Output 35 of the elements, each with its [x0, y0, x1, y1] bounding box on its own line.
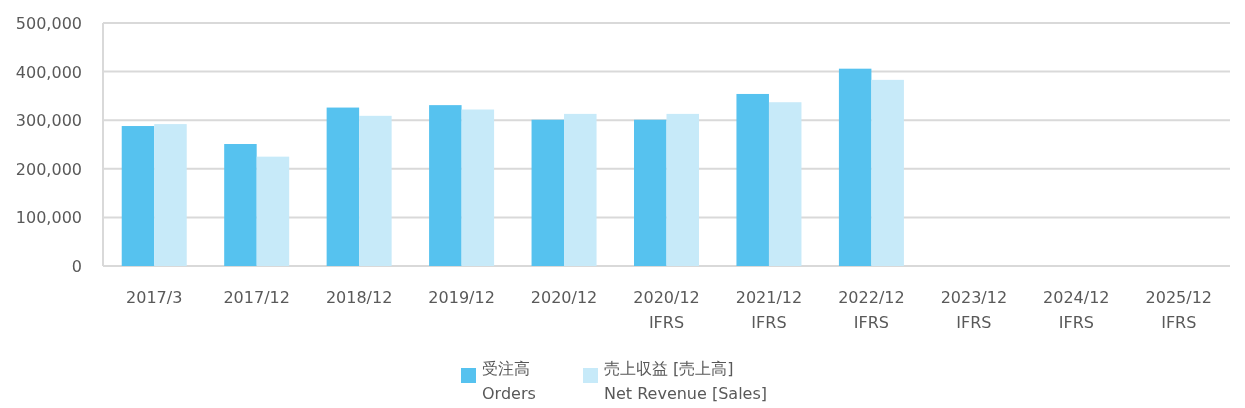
bar: [256, 156, 290, 266]
bar: [359, 115, 392, 266]
x-tick-label: 2017/3: [126, 288, 183, 307]
y-tick-label: 500,000: [15, 14, 82, 33]
y-tick-label: 400,000: [15, 62, 82, 82]
bar: [429, 105, 462, 266]
bar: [736, 93, 769, 266]
x-tick-label: 2023/12 IFRS: [940, 288, 1008, 332]
x-tick-label: 2024/12 IFRS: [1043, 288, 1110, 332]
bar: [768, 102, 802, 266]
x-tick-label: 2020/12: [530, 288, 598, 307]
bar: [154, 124, 187, 266]
legend-label: 受注高 Orders: [482, 359, 536, 403]
bar: [121, 126, 155, 266]
bar: [461, 109, 495, 266]
y-tick-label: 100,000: [15, 208, 82, 228]
x-tick-label: 2019/12: [428, 288, 495, 307]
y-tick-label: 200,000: [15, 159, 82, 179]
bar: [531, 119, 565, 266]
y-tick-label: 0: [71, 257, 82, 276]
x-tick-label: 2018/12: [325, 288, 393, 307]
x-tick-label: 2020/12 IFRS: [633, 288, 700, 332]
x-tick-label: 2017/12: [223, 288, 290, 307]
legend-label: 売上収益 [売上高] Net Revenue [Sales]: [604, 359, 768, 403]
bar: [634, 119, 667, 266]
bar: [871, 79, 904, 266]
bar: [838, 68, 872, 266]
x-tick-label: 2025/12 IFRS: [1145, 288, 1213, 332]
y-tick-label: 300,000: [15, 111, 82, 131]
bar: [666, 113, 699, 266]
x-tick-label: 2021/12 IFRS: [735, 288, 803, 332]
bar: [564, 113, 597, 266]
bar: [326, 107, 360, 266]
bar: [224, 144, 257, 266]
x-tick-label: 2022/12 IFRS: [838, 288, 905, 332]
